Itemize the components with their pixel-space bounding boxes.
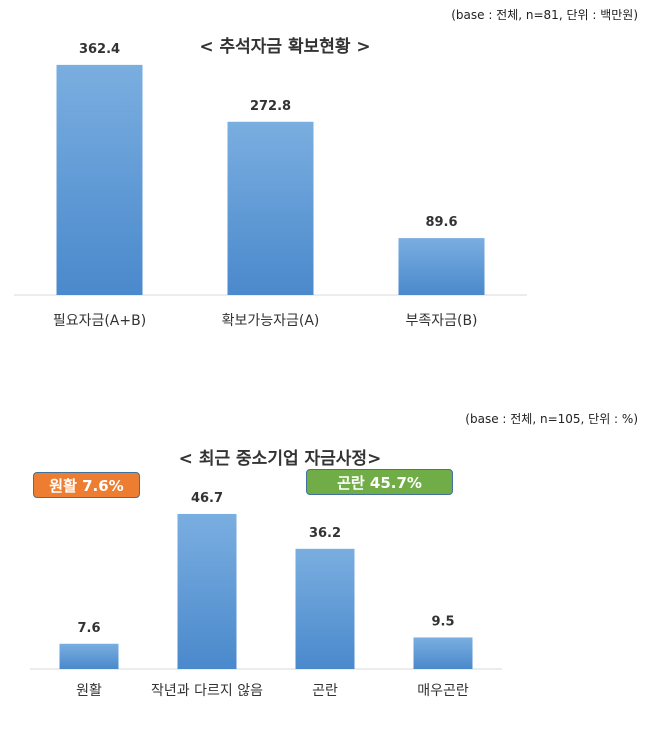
bar (295, 548, 355, 669)
bar (59, 643, 119, 669)
chart2-title: < 최근 중소기업 자금사정> (178, 449, 382, 469)
smooth-badge: 원활 7.6% (33, 472, 140, 498)
difficult-badge: 곤란 45.7% (306, 469, 453, 495)
bar (398, 238, 485, 295)
bar (227, 121, 314, 295)
category-label: 필요자금(A+B) (53, 313, 146, 329)
category-label: 매우곤란 (417, 683, 469, 699)
data-label: 36.2 (309, 526, 341, 541)
bar (56, 64, 143, 295)
chart2-base-note: (base : 전체, n=105, 단위 : %) (465, 412, 638, 426)
category-label: 확보가능자금(A) (222, 313, 320, 329)
category-label: 원활 (76, 683, 102, 699)
chart1-base-note: (base : 전체, n=81, 단위 : 백만원) (451, 8, 638, 22)
data-label: 272.8 (250, 99, 291, 114)
bar (177, 513, 237, 669)
data-label: 89.6 (425, 215, 457, 230)
data-label: 362.4 (79, 42, 120, 57)
data-label: 46.7 (191, 491, 223, 506)
category-label: 곤란 (312, 683, 338, 699)
data-label: 9.5 (431, 614, 454, 629)
data-label: 7.6 (77, 621, 100, 636)
bar (413, 637, 473, 669)
category-label: 부족자금(B) (405, 313, 477, 329)
chart1-plot: 362.4 필요자금(A+B) 272.8 확보가능자금(A) 89.6 부족자금(B) (14, 42, 527, 329)
category-label: 작년과 다르지 않음 (151, 683, 263, 699)
chart1-title: < 추석자금 확보현황 > (199, 37, 371, 57)
